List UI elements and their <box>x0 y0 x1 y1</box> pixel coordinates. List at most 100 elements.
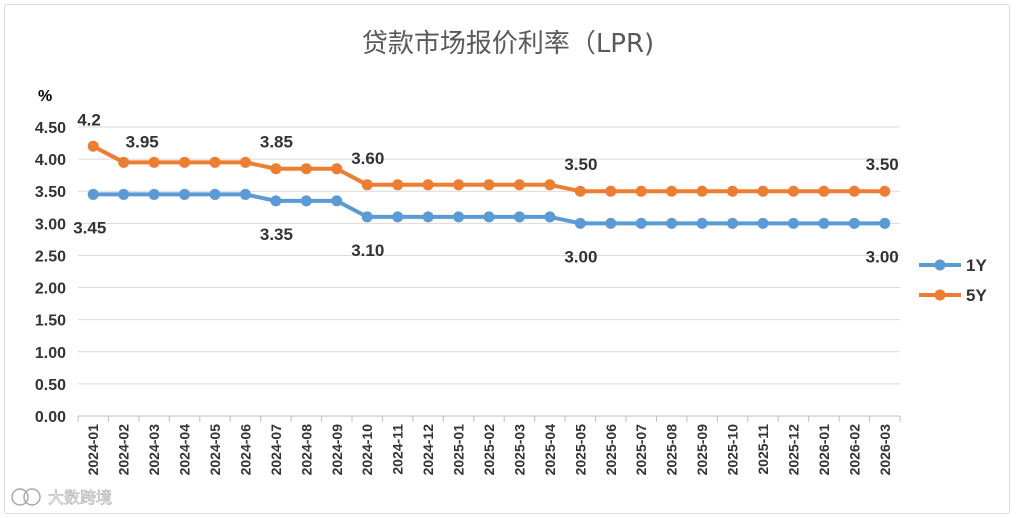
y-tick-label: 4.00 <box>35 152 66 169</box>
data-label-1y: 3.10 <box>351 241 384 260</box>
data-point-5y <box>666 185 678 197</box>
x-tick-label: 2024-01 <box>85 424 101 476</box>
data-point-1y <box>818 217 830 229</box>
data-point-1y <box>544 211 556 223</box>
data-point-5y <box>513 179 525 191</box>
x-tick-label: 2025-12 <box>785 424 801 476</box>
data-point-1y <box>574 217 586 229</box>
series-group <box>87 140 891 229</box>
data-point-1y <box>848 217 860 229</box>
data-point-1y <box>635 217 647 229</box>
data-point-1y <box>422 211 434 223</box>
data-label-1y: 3.00 <box>564 247 597 266</box>
data-point-5y <box>848 185 860 197</box>
y-tick-label: 0.00 <box>35 409 66 426</box>
x-tick-label: 2025-11 <box>755 424 771 475</box>
data-label-5y: 3.85 <box>260 133 293 152</box>
x-tick-label: 2025-10 <box>725 424 741 476</box>
x-tick-label: 2025-04 <box>542 424 558 476</box>
data-point-1y <box>605 217 617 229</box>
x-tick-label: 2024-02 <box>116 424 132 476</box>
data-point-1y <box>118 188 130 200</box>
data-label-1y: 3.35 <box>260 225 293 244</box>
legend-marker-1y <box>934 259 946 271</box>
chart-frame <box>4 4 1010 514</box>
y-axis-unit-label: % <box>38 88 52 105</box>
x-tick-label: 2024-05 <box>207 424 223 476</box>
data-point-1y <box>179 188 191 200</box>
x-tick-label: 2025-01 <box>451 424 467 476</box>
data-point-1y <box>696 217 708 229</box>
x-tick-label: 2024-03 <box>146 424 162 476</box>
data-point-1y <box>483 211 495 223</box>
data-point-1y <box>513 211 525 223</box>
data-point-5y <box>787 185 799 197</box>
y-tick-label: 1.00 <box>35 345 66 362</box>
data-label-1y: 3.45 <box>73 218 106 237</box>
data-point-1y <box>300 195 312 207</box>
data-point-5y <box>483 179 495 191</box>
data-point-5y <box>879 185 891 197</box>
data-point-5y <box>361 179 373 191</box>
data-label-5y: 3.50 <box>866 155 899 174</box>
data-point-5y <box>818 185 830 197</box>
legend-marker-5y <box>934 289 946 301</box>
data-point-5y <box>300 163 312 175</box>
watermark-logo-icon-2 <box>23 488 41 506</box>
data-point-5y <box>148 156 160 168</box>
data-point-5y <box>727 185 739 197</box>
data-label-1y: 3.00 <box>866 247 899 266</box>
data-point-5y <box>392 179 404 191</box>
data-point-1y <box>392 211 404 223</box>
x-tick-label: 2026-02 <box>846 424 862 476</box>
x-tick-label: 2025-05 <box>572 424 588 476</box>
data-point-5y <box>544 179 556 191</box>
gridlines <box>78 126 900 417</box>
data-point-5y <box>209 156 221 168</box>
data-point-1y <box>757 217 769 229</box>
data-point-1y <box>331 195 343 207</box>
data-point-5y <box>270 163 282 175</box>
data-point-1y <box>148 188 160 200</box>
data-label-5y: 3.95 <box>126 132 159 151</box>
data-point-1y <box>787 217 799 229</box>
x-tick-label: 2024-10 <box>359 424 375 476</box>
data-label-5y: 4.2 <box>77 110 101 129</box>
x-tick-label: 2024-07 <box>268 424 284 476</box>
data-point-5y <box>179 156 191 168</box>
x-tick-label: 2025-09 <box>694 424 710 476</box>
x-tick-label: 2024-08 <box>298 424 314 476</box>
data-point-5y <box>696 185 708 197</box>
y-tick-label: 2.50 <box>35 248 66 265</box>
data-point-5y <box>331 163 343 175</box>
x-tick-label: 2025-02 <box>481 424 497 476</box>
chart-title: 贷款市场报价利率（LPR) <box>362 29 654 59</box>
data-point-1y <box>209 188 221 200</box>
x-tick-label: 2025-03 <box>511 424 527 476</box>
legend-label-1y: 1Y <box>966 256 987 275</box>
data-labels: 3.45 3.35 3.10 3.00 3.00 4.2 3.95 3.85 3.60 3.50 3… <box>73 110 899 266</box>
data-point-1y <box>453 211 465 223</box>
x-tick-label: 2024-06 <box>237 424 253 476</box>
x-tick-label: 2024-04 <box>177 424 193 476</box>
legend: 1Y 5Y <box>919 256 987 305</box>
watermark-text: 大数跨境 <box>48 488 112 507</box>
data-point-5y <box>605 185 617 197</box>
watermark: 大数跨境 <box>11 488 112 507</box>
x-tick-label: 2025-07 <box>633 424 649 476</box>
y-tick-label: 3.00 <box>35 216 66 233</box>
x-tick-label: 2026-01 <box>816 424 832 476</box>
data-point-5y <box>453 179 465 191</box>
y-tick-label: 0.50 <box>35 377 66 394</box>
x-tick-label: 2024-09 <box>329 424 345 476</box>
x-axis-ticks: 2024-01 2024-02 2024-03 2024-04 2024-05 2024-… <box>77 416 901 476</box>
x-tick-label: 2025-06 <box>603 424 619 476</box>
data-point-1y <box>87 188 99 200</box>
data-point-1y <box>270 195 282 207</box>
x-tick-label: 2025-08 <box>664 424 680 476</box>
y-tick-label: 4.50 <box>35 120 66 137</box>
data-label-5y: 3.50 <box>564 155 597 174</box>
data-label-5y: 3.60 <box>351 149 384 168</box>
data-point-1y <box>727 217 739 229</box>
